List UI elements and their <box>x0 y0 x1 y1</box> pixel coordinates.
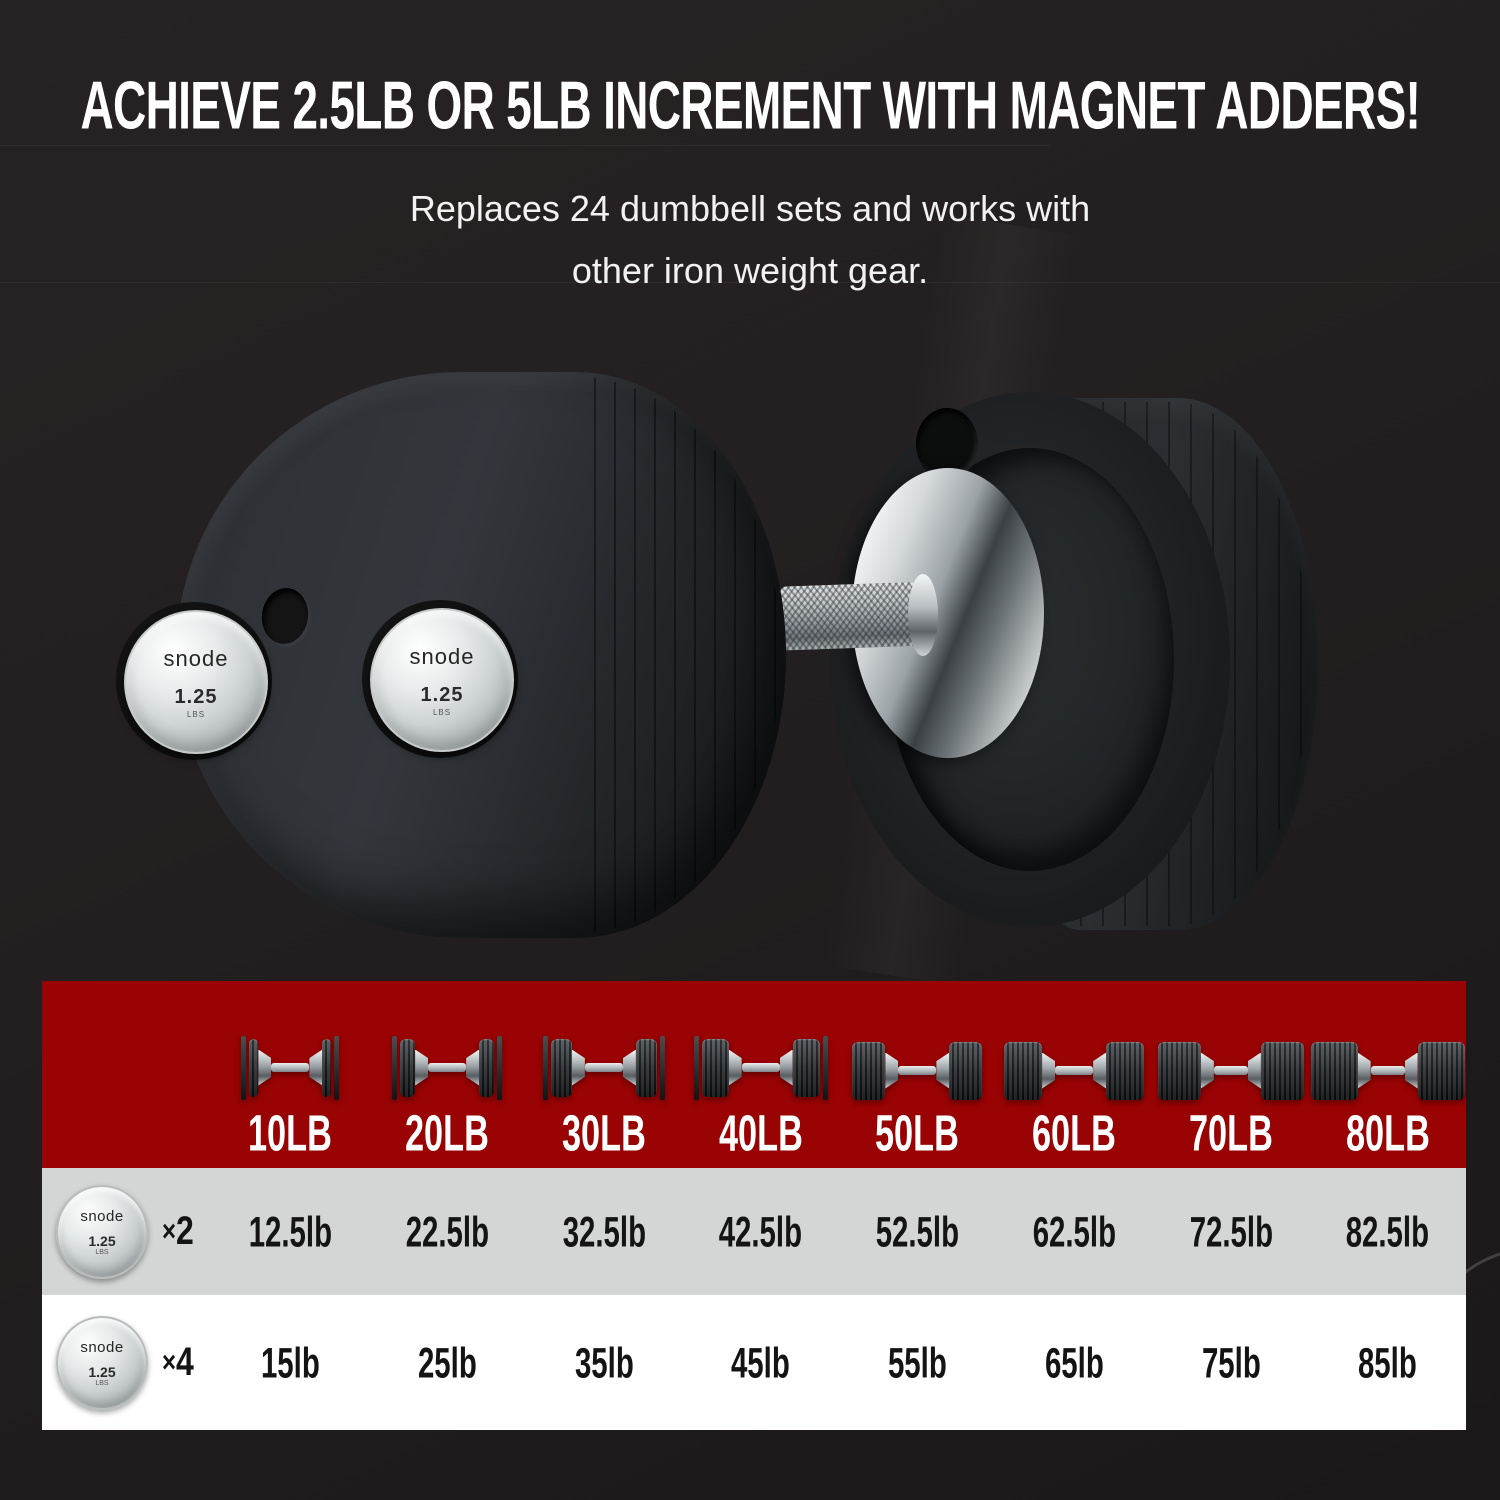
multiplier-label: × 2 <box>162 1209 194 1253</box>
weight-column-10lb: 10LB <box>212 981 369 1168</box>
table-header: 10LB 20LB 30LB 40LB <box>42 981 1466 1168</box>
cell-value: 62.5lb <box>1032 1207 1116 1255</box>
header-spacer <box>42 981 212 1168</box>
column-label: 40LB <box>718 1105 803 1162</box>
row-icon-cell: snode 1.25 LBS × 2 <box>42 1184 212 1279</box>
product-photo: snode 1.25 LBS snode 1.25 LBS <box>0 340 1500 965</box>
dumbbell-icon <box>1004 1041 1145 1100</box>
dumbbell-icon <box>1310 1041 1465 1100</box>
cell-value: 25lb <box>417 1338 477 1386</box>
weight-column-80lb: 80LB <box>1309 981 1466 1168</box>
brand-logo: snode <box>163 645 229 671</box>
column-label: 80LB <box>1345 1105 1430 1162</box>
column-label: 60LB <box>1032 1105 1117 1162</box>
dumbbell-icon <box>1157 1041 1304 1100</box>
table-row-x2: snode 1.25 LBS × 2 12.5lb 22.5lb 32.5lb 4… <box>42 1168 1466 1295</box>
weight-column-70lb: 70LB <box>1153 981 1310 1168</box>
row-icon-cell: snode 1.25 LBS × 4 <box>42 1315 212 1410</box>
weight-column-30lb: 30LB <box>526 981 683 1168</box>
dumbbell-icon <box>241 1035 340 1100</box>
column-label: 20LB <box>405 1105 490 1162</box>
magnet-adder-disc: snode 1.25 LBS <box>370 608 514 752</box>
cell-value: 65lb <box>1044 1338 1104 1386</box>
cell-value: 85lb <box>1358 1338 1418 1386</box>
weight-column-40lb: 40LB <box>682 981 839 1168</box>
dumbbell-icon <box>542 1035 665 1100</box>
multiplier-label: × 4 <box>162 1340 194 1384</box>
dumbbell-icon <box>392 1035 503 1100</box>
background-line <box>0 282 1500 283</box>
column-label: 70LB <box>1188 1105 1273 1162</box>
cell-value: 42.5lb <box>718 1207 803 1255</box>
column-label: 10LB <box>248 1105 333 1162</box>
cell-value: 55lb <box>887 1338 947 1386</box>
page-title-text: ACHIEVE 2.5LB OR 5LB INCREMENT WITH MAGN… <box>80 66 1420 144</box>
dumbbell-icon <box>852 1041 983 1100</box>
column-label: 30LB <box>561 1105 646 1162</box>
magnet-adder-disc: snode 1.25 LBS <box>124 610 268 754</box>
left-plate-grooves <box>576 377 781 933</box>
cell-value: 32.5lb <box>562 1207 646 1255</box>
cell-value: 35lb <box>574 1338 634 1386</box>
cell-value: 82.5lb <box>1345 1207 1430 1255</box>
cell-value: 15lb <box>260 1338 320 1386</box>
background-line <box>0 145 1050 146</box>
cell-value: 45lb <box>731 1338 791 1386</box>
weight-column-50lb: 50LB <box>839 981 996 1168</box>
weight-comparison-table: 10LB 20LB 30LB 40LB <box>42 981 1466 1430</box>
page-title: ACHIEVE 2.5LB OR 5LB INCREMENT WITH MAGN… <box>0 66 1500 144</box>
cell-value: 75lb <box>1201 1338 1261 1386</box>
cell-value: 52.5lb <box>875 1207 960 1255</box>
brand-logo: snode <box>409 643 475 669</box>
subtitle: Replaces 24 dumbbell sets and works with… <box>409 188 1091 291</box>
cell-value: 22.5lb <box>405 1207 489 1255</box>
column-label: 50LB <box>875 1105 960 1162</box>
dumbbell-icon <box>693 1035 828 1100</box>
magnet-disc-icon: snode 1.25 LBS <box>56 1315 148 1410</box>
handle-collar <box>908 574 938 656</box>
table-row-x4: snode 1.25 LBS × 4 15lb 25lb 35lb 45lb 55… <box>42 1295 1466 1430</box>
weight-column-60lb: 60LB <box>996 981 1153 1168</box>
cell-value: 72.5lb <box>1189 1207 1273 1255</box>
weight-column-20lb: 20LB <box>369 981 526 1168</box>
cell-value: 12.5lb <box>248 1207 333 1255</box>
magnet-disc-icon: snode 1.25 LBS <box>56 1184 148 1279</box>
